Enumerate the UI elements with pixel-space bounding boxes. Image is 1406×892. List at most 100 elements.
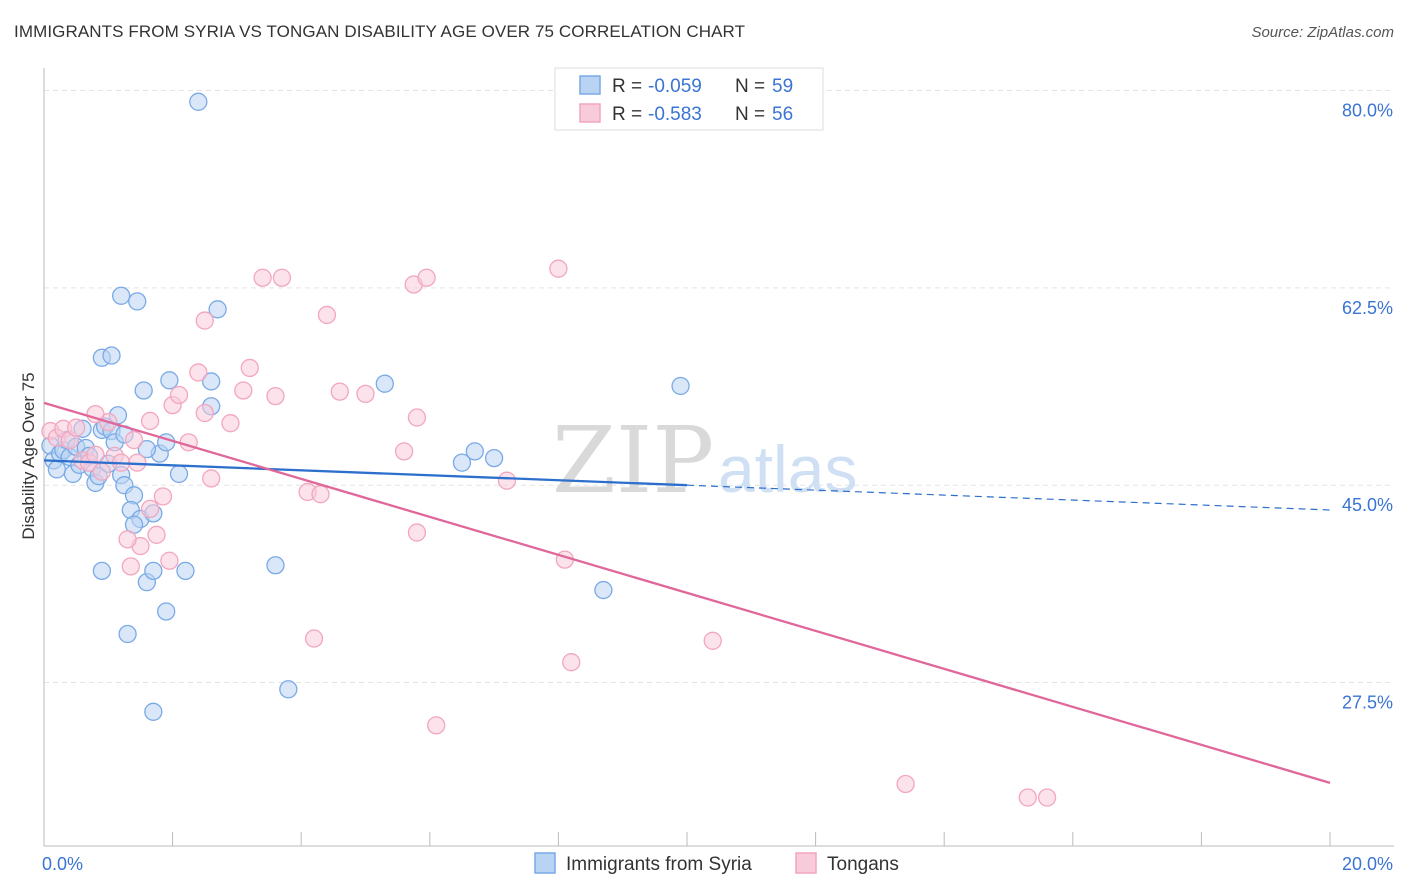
data-point	[176, 561, 195, 581]
bottom-legend-swatch-syria	[534, 852, 556, 874]
y-axis-label: Disability Age Over 75	[19, 372, 38, 539]
data-point	[407, 408, 427, 427]
data-point	[208, 300, 227, 319]
legend-swatch-tongans	[579, 103, 601, 123]
data-point	[189, 92, 208, 111]
data-point	[452, 453, 472, 472]
data-point	[311, 485, 330, 504]
data-point	[562, 653, 581, 672]
data-point	[195, 403, 214, 423]
data-point	[417, 268, 436, 287]
trendline	[43, 401, 1331, 784]
source-label: Source: ZipAtlas.com	[1251, 24, 1394, 41]
data-point	[240, 358, 259, 378]
data-point	[118, 624, 137, 644]
data-point	[134, 381, 153, 400]
data-point	[484, 448, 504, 468]
data-point	[407, 523, 427, 542]
y-tick-label: 45.0%	[1342, 495, 1393, 515]
data-point	[169, 464, 189, 484]
x-tick-label: 0.0%	[42, 854, 83, 874]
data-point	[144, 702, 163, 721]
data-point	[124, 430, 144, 450]
bottom-legend: Immigrants from Syria Tongans	[534, 852, 899, 875]
data-point	[160, 551, 179, 570]
data-point	[427, 716, 446, 735]
data-point	[189, 363, 208, 382]
data-point	[169, 385, 189, 405]
data-point	[112, 286, 131, 305]
bottom-legend-swatch-tongans	[795, 852, 817, 874]
data-point	[253, 268, 272, 287]
y-tick-label: 80.0%	[1342, 101, 1393, 121]
data-point	[67, 418, 86, 437]
bottom-legend-label-tongans: Tongans	[827, 854, 899, 875]
data-point	[356, 384, 375, 404]
data-point	[594, 580, 613, 600]
data-point	[118, 530, 137, 549]
legend-r-value-syria: -0.059	[648, 76, 702, 97]
bottom-legend-label-syria: Immigrants from Syria	[566, 854, 752, 875]
data-point	[1018, 788, 1037, 807]
data-point	[140, 499, 160, 519]
data-point	[272, 268, 292, 287]
legend-r-label-syria: R =	[612, 76, 642, 97]
data-point	[121, 557, 140, 576]
data-point	[394, 442, 414, 461]
data-point	[304, 629, 324, 648]
y-tick-label: 27.5%	[1342, 693, 1393, 713]
legend-n-value-tongans: 56	[772, 104, 793, 125]
trendlines	[43, 401, 1331, 784]
data-point	[497, 471, 517, 490]
y-tick-label: 62.5%	[1342, 298, 1393, 318]
data-point	[157, 602, 176, 621]
data-point	[266, 556, 285, 575]
data-point	[147, 525, 166, 544]
data-point	[896, 774, 915, 794]
axes	[43, 68, 1394, 847]
legend-n-label-tongans: N =	[735, 104, 765, 125]
data-point	[202, 372, 221, 391]
legend-n-label-syria: N =	[735, 76, 765, 97]
chart-title: IMMIGRANTS FROM SYRIA VS TONGAN DISABILI…	[14, 22, 746, 41]
data-point	[47, 460, 67, 479]
data-point	[137, 439, 157, 459]
watermark-atlas: atlas	[718, 432, 857, 506]
y-tick-labels: 27.5% 45.0% 62.5% 80.0%	[1342, 101, 1393, 713]
data-point	[279, 680, 298, 699]
legend-r-label-tongans: R =	[612, 104, 642, 125]
data-point	[202, 469, 221, 488]
legend: R = -0.059 N = 59 R = -0.583 N = 56	[554, 67, 824, 131]
x-tick-labels: 0.0% 20.0%	[42, 854, 1393, 874]
data-point	[221, 414, 240, 433]
data-point	[128, 292, 147, 311]
data-point	[330, 382, 349, 401]
gridlines	[44, 90, 1394, 684]
data-point	[375, 374, 394, 393]
legend-swatch-syria	[579, 75, 601, 95]
data-point	[102, 346, 121, 365]
data-point	[92, 561, 112, 581]
data-point	[317, 305, 337, 325]
data-point	[195, 311, 214, 330]
data-point	[671, 376, 690, 396]
watermark-zip: ZIP	[552, 407, 714, 514]
data-point	[160, 371, 179, 390]
data-point	[144, 561, 163, 581]
data-point	[86, 445, 105, 464]
data-point	[266, 386, 285, 406]
data-point	[140, 411, 160, 431]
data-point	[1037, 788, 1057, 807]
x-tick-label: 20.0%	[1342, 854, 1393, 874]
trendline	[43, 459, 688, 487]
data-point	[703, 631, 722, 650]
series-tongans	[41, 259, 1057, 807]
data-point	[465, 442, 484, 461]
data-point	[153, 487, 173, 506]
data-point	[549, 259, 568, 278]
legend-r-value-tongans: -0.583	[648, 104, 702, 125]
data-point	[92, 462, 112, 481]
legend-n-value-syria: 59	[772, 76, 793, 97]
watermark: ZIP atlas	[552, 407, 857, 514]
